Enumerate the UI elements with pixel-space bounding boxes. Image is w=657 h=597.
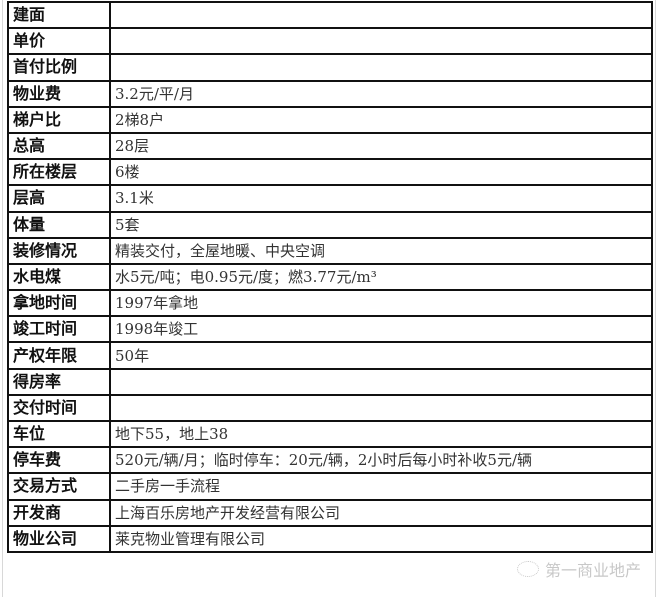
table-row: 所在楼层 6楼 bbox=[7, 158, 653, 187]
row-value: 1997年拿地 bbox=[109, 289, 653, 318]
table-row: 水电煤 水5元/吨；电0.95元/度；燃3.77元/m³ bbox=[7, 262, 653, 292]
table-row: 层高 3.1米 bbox=[7, 184, 653, 213]
watermark-text: 第一商业地产 bbox=[544, 561, 641, 580]
table-row: 物业费 3.2元/平/月 bbox=[7, 79, 653, 108]
row-value bbox=[109, 0, 653, 30]
table-row: 体量 5套 bbox=[7, 210, 653, 239]
row-value bbox=[109, 367, 653, 396]
row-label: 建面 bbox=[7, 0, 111, 30]
row-label: 体量 bbox=[7, 210, 111, 239]
row-label: 竣工时间 bbox=[7, 315, 111, 344]
row-value: 上海百乐房地产开发经营有限公司 bbox=[109, 498, 653, 527]
row-label: 产权年限 bbox=[7, 341, 111, 370]
table-row: 交易方式 二手房一手流程 bbox=[7, 472, 653, 501]
row-value: 莱克物业管理有限公司 bbox=[109, 524, 653, 553]
row-label: 层高 bbox=[7, 184, 111, 213]
row-label: 停车费 bbox=[7, 446, 111, 475]
row-label: 梯户比 bbox=[7, 105, 111, 134]
row-label: 物业费 bbox=[7, 79, 111, 108]
row-value bbox=[109, 393, 653, 423]
wechat-icon bbox=[516, 561, 539, 577]
row-value bbox=[109, 27, 653, 56]
table-row: 竣工时间 1998年竣工 bbox=[7, 315, 653, 344]
table-row: 产权年限 50年 bbox=[7, 341, 653, 370]
row-label: 装修情况 bbox=[7, 236, 111, 265]
row-label: 总高 bbox=[7, 131, 111, 161]
table-row: 交付时间 bbox=[7, 393, 653, 423]
row-value bbox=[109, 53, 653, 82]
row-value: 1998年竣工 bbox=[109, 315, 653, 344]
sheet-gridline bbox=[2, 0, 3, 597]
row-label: 开发商 bbox=[7, 498, 111, 527]
table-row: 建面 bbox=[7, 0, 653, 30]
table-row: 装修情况 精装交付，全屋地暖、中央空调 bbox=[7, 236, 653, 265]
table-row: 总高 28层 bbox=[7, 131, 653, 161]
row-label: 车位 bbox=[7, 419, 111, 449]
table-row: 首付比例 bbox=[7, 53, 653, 82]
row-value: 28层 bbox=[109, 131, 653, 161]
table-row: 开发商 上海百乐房地产开发经营有限公司 bbox=[7, 498, 653, 527]
watermark: 第一商业地产 bbox=[516, 557, 641, 581]
row-label: 得房率 bbox=[7, 367, 111, 396]
row-value: 520元/辆/月；临时停车：20元/辆，2小时后每小时补收5元/辆 bbox=[109, 446, 653, 475]
table-row: 单价 bbox=[7, 27, 653, 56]
row-label: 水电煤 bbox=[7, 262, 111, 292]
property-info-table: 建面 单价 首付比例 物业费 3.2元/平/月 梯户比 2梯8户 总高 28层 所在楼层 6楼 层高 3… bbox=[7, 0, 653, 553]
row-label: 单价 bbox=[7, 27, 111, 56]
row-value: 二手房一手流程 bbox=[109, 472, 653, 501]
sheet-gridline bbox=[655, 0, 656, 597]
table-row: 得房率 bbox=[7, 367, 653, 396]
row-value: 3.1米 bbox=[109, 184, 653, 213]
row-label: 交易方式 bbox=[7, 472, 111, 501]
row-value: 3.2元/平/月 bbox=[109, 79, 653, 108]
row-value: 2梯8户 bbox=[109, 105, 653, 134]
row-label: 首付比例 bbox=[7, 53, 111, 82]
table-row: 物业公司 莱克物业管理有限公司 bbox=[7, 524, 653, 553]
row-value: 50年 bbox=[109, 341, 653, 370]
row-label: 所在楼层 bbox=[7, 158, 111, 187]
row-label: 物业公司 bbox=[7, 524, 111, 553]
table-row: 停车费 520元/辆/月；临时停车：20元/辆，2小时后每小时补收5元/辆 bbox=[7, 446, 653, 475]
row-value: 地下55，地上38 bbox=[109, 419, 653, 449]
row-label: 拿地时间 bbox=[7, 289, 111, 318]
table-row: 拿地时间 1997年拿地 bbox=[7, 289, 653, 318]
row-value: 6楼 bbox=[109, 158, 653, 187]
row-value: 水5元/吨；电0.95元/度；燃3.77元/m³ bbox=[109, 262, 653, 292]
row-value: 精装交付，全屋地暖、中央空调 bbox=[109, 236, 653, 265]
table-row: 车位 地下55，地上38 bbox=[7, 419, 653, 449]
row-value: 5套 bbox=[109, 210, 653, 239]
table-row: 梯户比 2梯8户 bbox=[7, 105, 653, 134]
row-label: 交付时间 bbox=[7, 393, 111, 423]
